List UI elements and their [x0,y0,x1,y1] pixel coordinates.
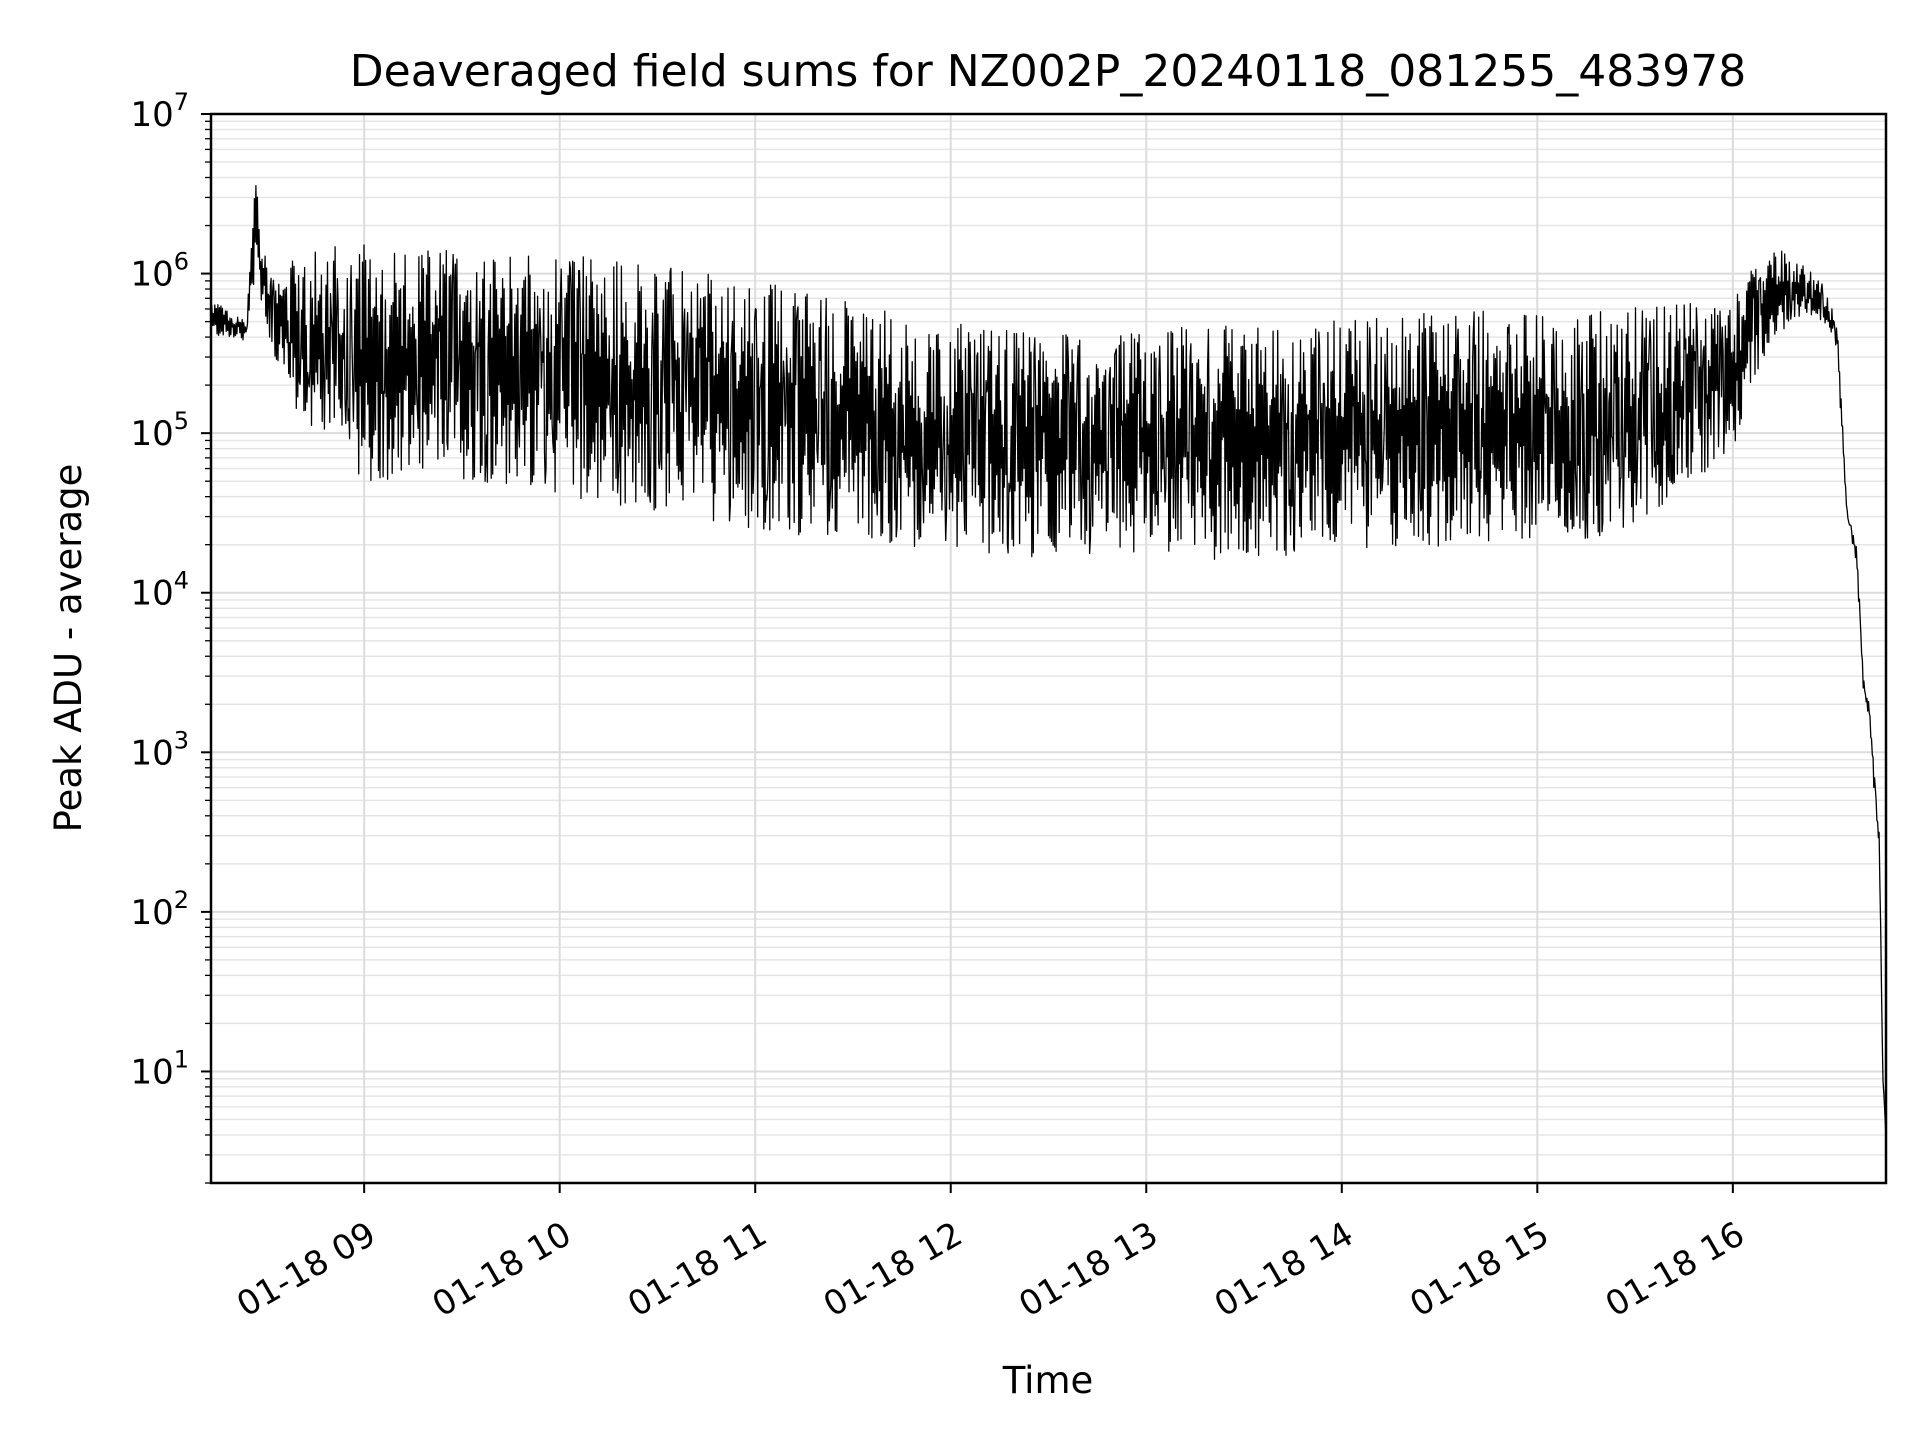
y-tick-label: 104 [130,567,189,614]
series-line [210,184,1887,1136]
y-tick-label: 102 [130,886,189,933]
chart-title: Deaveraged field sums for NZ002P_2024011… [350,46,1746,97]
y-tick-label: 107 [130,88,189,135]
y-tick-label: 105 [130,407,189,454]
y-axis-label: Peak ADU - average [47,464,90,833]
y-tick-label: 103 [130,726,189,773]
y-tick-labels: 101 102 103 104 105 106 107 [130,88,189,1092]
plot-frame [209,112,1888,1185]
y-tick-label: 106 [130,248,189,295]
x-axis-label: Time [1002,1359,1094,1402]
y-tick-label: 101 [130,1045,189,1092]
axis-ticks [201,113,1734,1193]
data-series [210,184,1887,1136]
